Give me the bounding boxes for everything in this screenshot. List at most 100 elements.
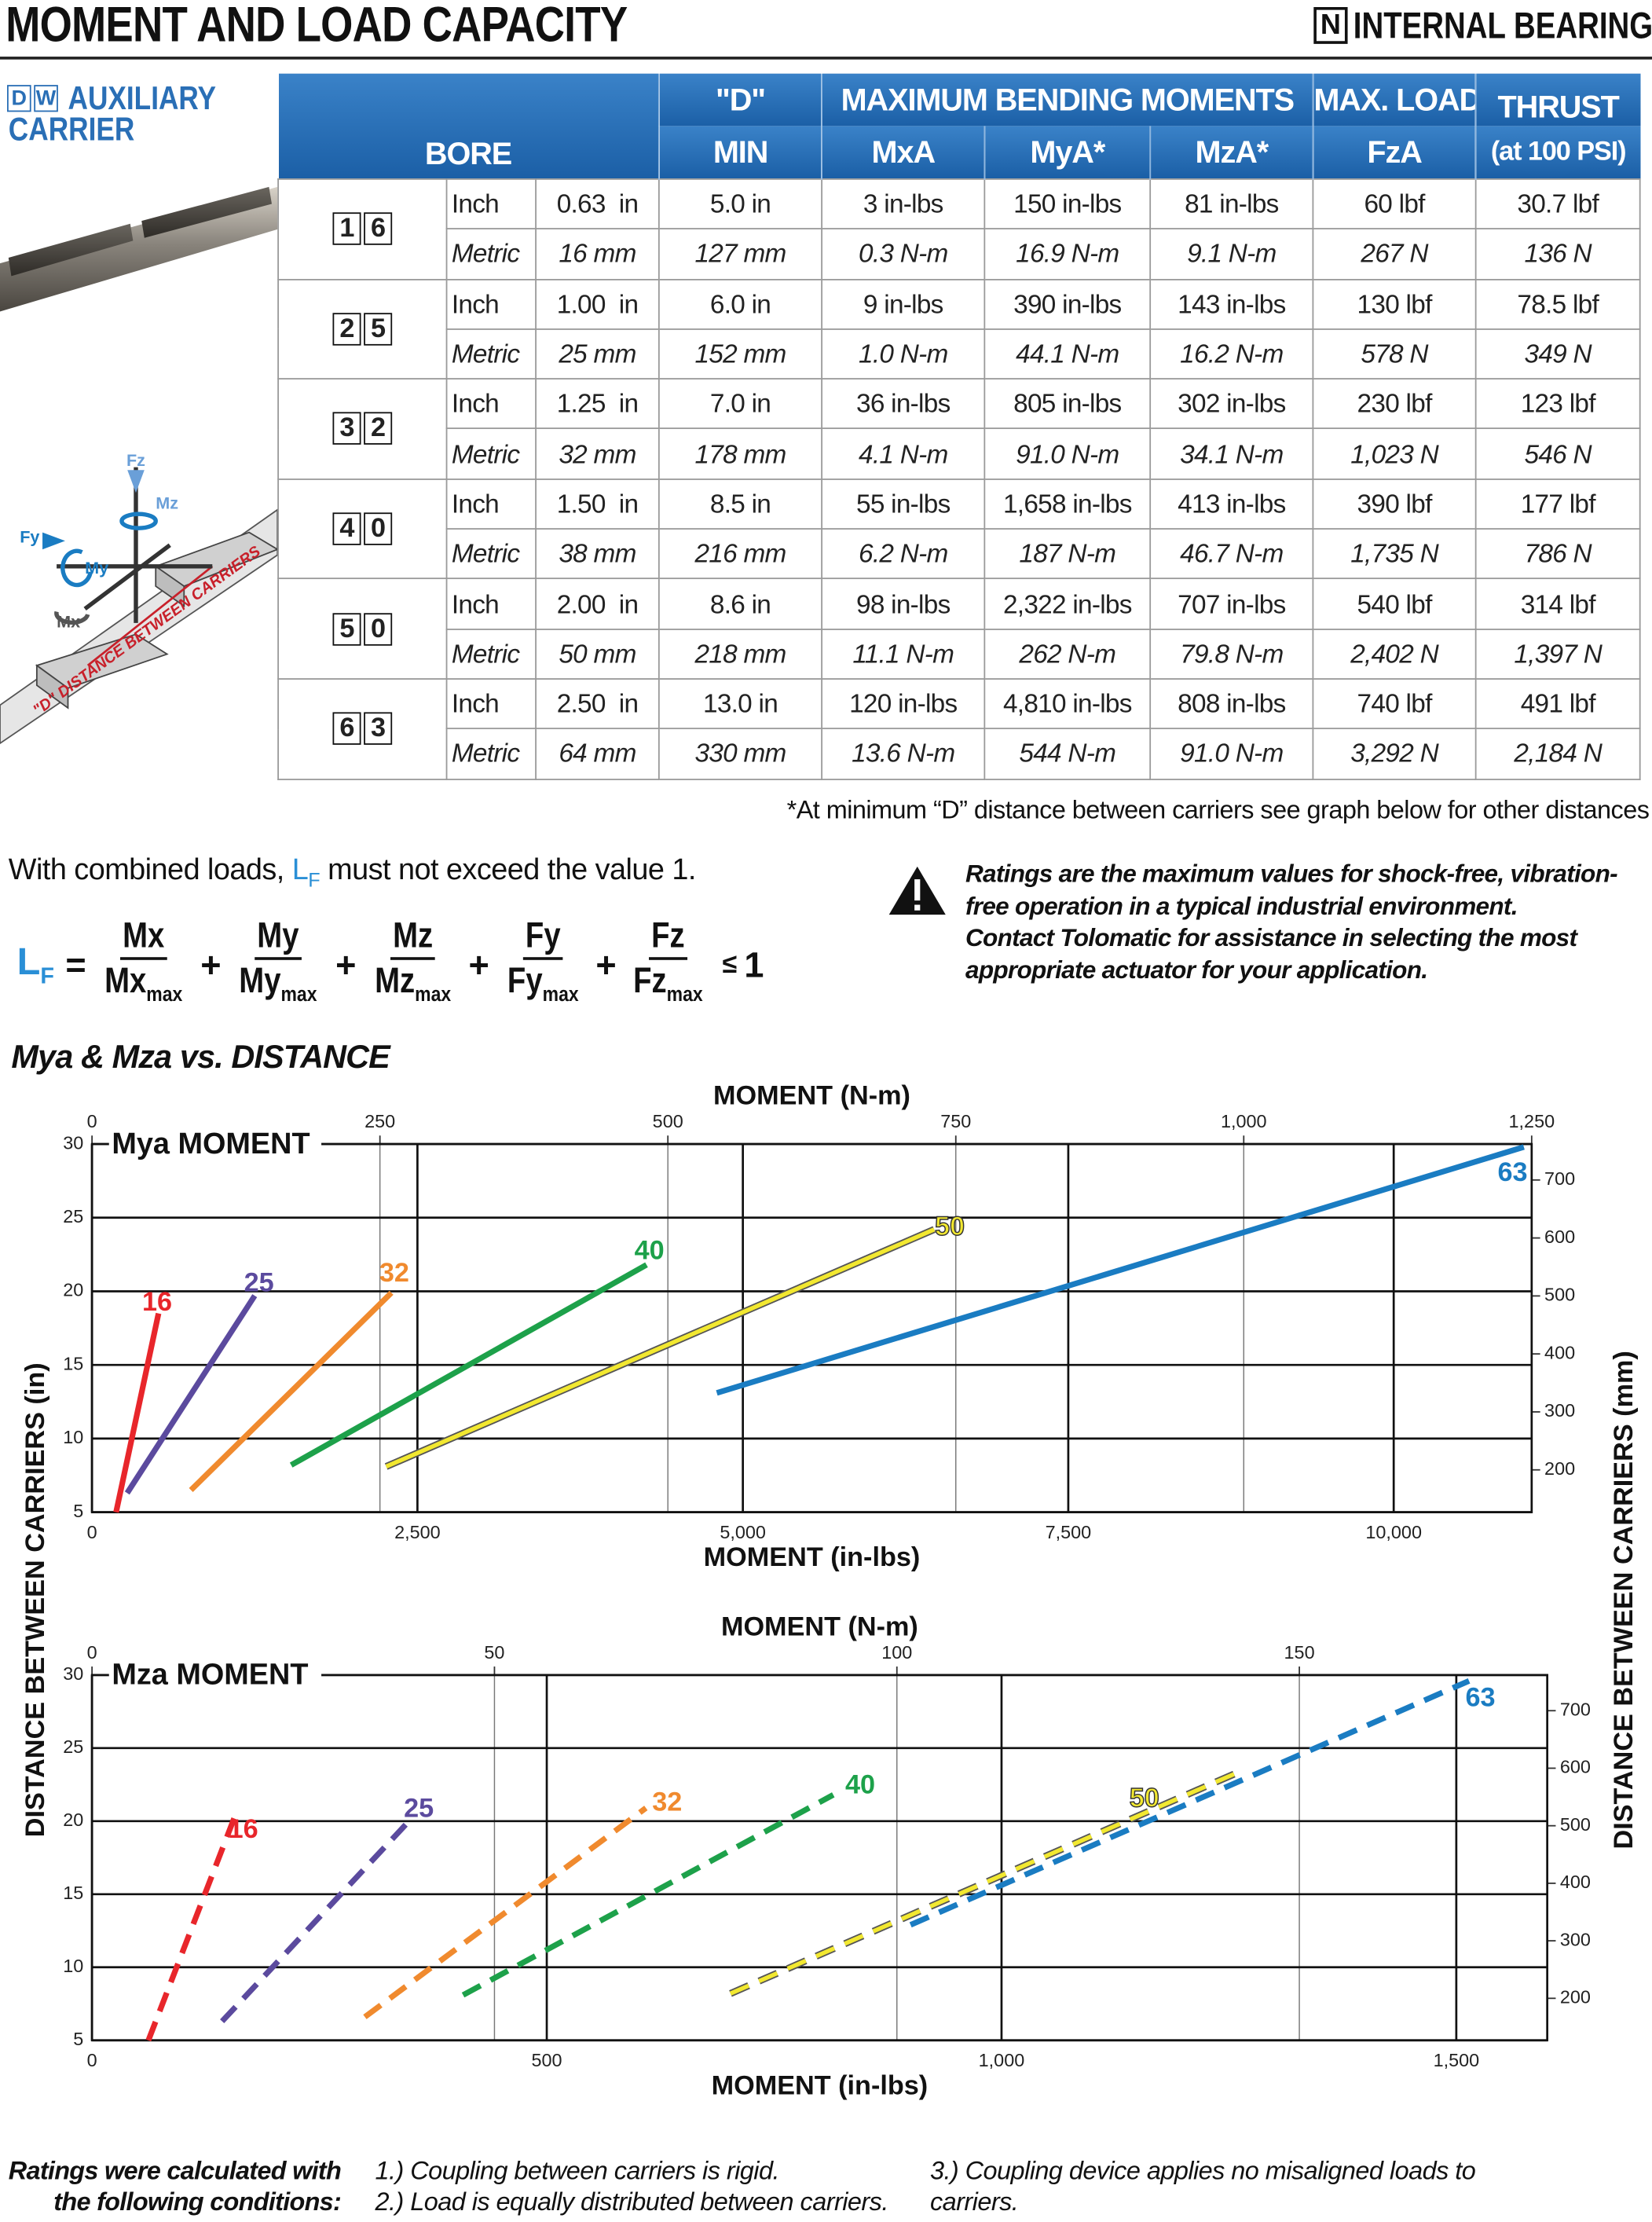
x-axis-label: MOMENT (in-lbs)	[704, 1542, 921, 1572]
table-row: Metric 32 mm 178 mm 4.1 N-m 91.0 N-m 34.1 N-m…	[278, 428, 1641, 480]
cell: 0.3 N-m	[821, 228, 986, 280]
cell: 2,402 N	[1312, 628, 1477, 680]
cell: 44.1 N-m	[984, 328, 1152, 380]
x2-tick-label: 500	[653, 1111, 683, 1131]
y2-tick-label: 300	[1544, 1400, 1575, 1421]
cell: 3,292 N	[1312, 728, 1477, 780]
denominator: Mxmax	[104, 960, 182, 1017]
cell: 127 mm	[658, 228, 823, 280]
y2-tick-label: 300	[1560, 1929, 1591, 1949]
cell: 36 in-lbs	[821, 378, 986, 430]
denominator-sub: max	[280, 982, 317, 1007]
lead-line: Ratings were calculated with	[8, 2156, 342, 2185]
series-line	[363, 1806, 648, 2019]
series-label: 16	[142, 1287, 172, 1317]
x-tick-label: 7,500	[1046, 1522, 1092, 1542]
fraction: Mx Mxmax	[104, 915, 182, 1017]
x-tick-label: 1,500	[1434, 2050, 1480, 2070]
footnote: *At minimum “D” distance between carrier…	[786, 795, 1650, 824]
y2-tick-label: 500	[1544, 1285, 1575, 1305]
cell: 267 N	[1312, 228, 1477, 280]
header-cell: THRUST	[1474, 73, 1640, 126]
y-tick-label: 25	[63, 1206, 83, 1226]
badge: N	[1313, 7, 1348, 44]
formula-plus: +	[595, 944, 617, 985]
denominator-text: Mx	[104, 961, 147, 1002]
series-line	[909, 1678, 1471, 1928]
bore-digit: 1	[332, 212, 361, 246]
formula-rel: ≤	[722, 950, 738, 981]
header-cell: (at 100 PSI)	[1474, 126, 1640, 179]
cell: 805 in-lbs	[984, 378, 1152, 430]
y-tick-label: 30	[63, 1132, 83, 1153]
conditions: 3.) Coupling device applies no misaligne…	[929, 2155, 1476, 2217]
cell: Inch	[445, 478, 537, 530]
intro: With combined loads, LF must not exceed …	[9, 854, 697, 891]
cell: 808 in-lbs	[1149, 678, 1314, 730]
series-label: 32	[379, 1258, 409, 1288]
fraction: My Mymax	[240, 915, 317, 1017]
cell: 302 in-lbs	[1149, 378, 1314, 430]
cell: 91.0 N-m	[1149, 728, 1314, 780]
arrow-mx	[54, 610, 90, 625]
cell: 13.0 in	[658, 678, 823, 730]
y-tick-label: 20	[63, 1280, 83, 1300]
formula-lhs: LF	[16, 940, 54, 990]
cell: 30.7 lbf	[1474, 178, 1641, 230]
cell: 177 lbf	[1474, 478, 1641, 530]
formula: LF = Mx Mxmax + My Mymax + Mz Mzmax + Fy Fymax + Fz Fzm…	[17, 915, 767, 1017]
cell: 6.0 in	[658, 278, 823, 330]
table-row: Metric 64 mm 330 mm 13.6 N-m 544 N-m 91.0 N-m…	[278, 728, 1641, 780]
cell: 230 lbf	[1312, 378, 1477, 430]
series-line	[145, 1808, 240, 2042]
series-label: 25	[244, 1268, 274, 1298]
arrow-fz	[127, 470, 145, 493]
cell: Inch	[445, 178, 537, 230]
denominator: Fymax	[507, 960, 578, 1017]
condition: 3.) Coupling device applies no misaligne…	[929, 2156, 1476, 2185]
warning-line: Contact Tolomatic for assistance in sele…	[965, 922, 1577, 952]
cell: 143 in-lbs	[1149, 278, 1314, 330]
x2-tick-label: 150	[1284, 1642, 1315, 1663]
table-row: Metric 50 mm 218 mm 11.1 N-m 262 N-m 79.8 N-m…	[278, 628, 1641, 680]
x-tick-label: 10,000	[1365, 1522, 1422, 1542]
cell: 3 in-lbs	[821, 178, 986, 230]
warning-line: free operation in a typical industrial e…	[965, 891, 1518, 920]
carrier-drawing	[155, 565, 185, 608]
cell: 91.0 N-m	[984, 428, 1152, 480]
plot-border	[90, 1674, 1549, 2042]
label-fz: Fz	[126, 450, 145, 470]
series-line	[461, 1792, 835, 1998]
cell: 64 mm	[535, 728, 660, 780]
cell: Metric	[445, 628, 537, 680]
cell: 390 lbf	[1312, 478, 1477, 530]
cell: 79.8 N-m	[1149, 628, 1314, 680]
cell: 98 in-lbs	[821, 578, 986, 630]
cell: 0.63 in	[535, 178, 660, 230]
x2-tick-label: 100	[881, 1642, 912, 1663]
cell: 314 lbf	[1474, 578, 1641, 630]
cell: 7.0 in	[658, 378, 823, 430]
series-label: 25	[404, 1793, 434, 1823]
cell: 707 in-lbs	[1149, 578, 1314, 630]
side-title: AUXILIARY	[68, 79, 217, 116]
header-cell: FzA	[1312, 126, 1476, 179]
x2-tick-label: 0	[87, 1111, 97, 1131]
cell: 1.00 in	[535, 278, 660, 330]
bore-digit: 4	[332, 512, 361, 545]
table-body: 1 6 Inch 0.63 in 5.0 in 3 in-lbs 150 in-lbs 81 …	[277, 178, 1641, 780]
series-label: 40	[635, 1236, 665, 1266]
x-tick-label: 500	[532, 2050, 562, 2070]
series-label: 63	[1497, 1157, 1527, 1187]
carrier-photo	[8, 223, 134, 277]
series-line	[220, 1817, 413, 2024]
header-cell: "D"	[658, 73, 822, 126]
cell: 50 mm	[535, 628, 660, 680]
cell: 13.6 N-m	[821, 728, 986, 780]
denominator: Mymax	[240, 960, 317, 1017]
cell: Inch	[445, 278, 537, 330]
